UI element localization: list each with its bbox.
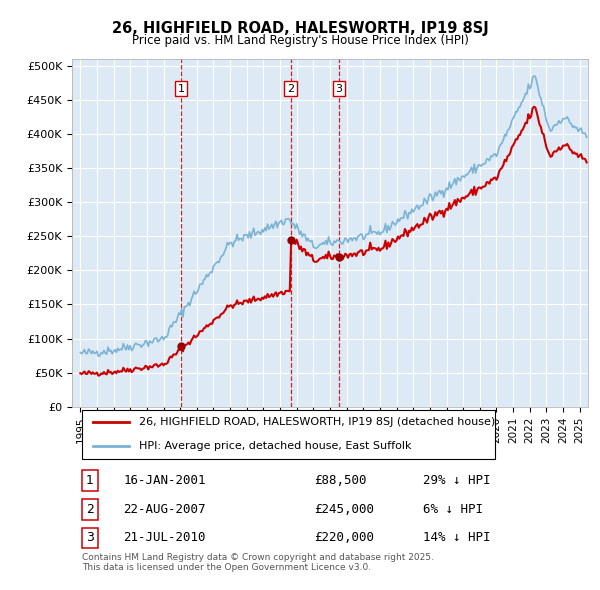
Text: £88,500: £88,500: [314, 474, 367, 487]
Text: Price paid vs. HM Land Registry's House Price Index (HPI): Price paid vs. HM Land Registry's House …: [131, 34, 469, 47]
Text: 26, HIGHFIELD ROAD, HALESWORTH, IP19 8SJ (detached house): 26, HIGHFIELD ROAD, HALESWORTH, IP19 8SJ…: [139, 417, 496, 427]
Text: £245,000: £245,000: [314, 503, 374, 516]
Text: HPI: Average price, detached house, East Suffolk: HPI: Average price, detached house, East…: [139, 441, 412, 451]
Text: 3: 3: [86, 532, 94, 545]
Text: 2: 2: [287, 84, 294, 94]
Text: 6% ↓ HPI: 6% ↓ HPI: [423, 503, 483, 516]
Text: 3: 3: [335, 84, 343, 94]
Text: 14% ↓ HPI: 14% ↓ HPI: [423, 532, 490, 545]
Text: 2: 2: [86, 503, 94, 516]
FancyBboxPatch shape: [82, 409, 495, 458]
Text: 22-AUG-2007: 22-AUG-2007: [124, 503, 206, 516]
Text: 26, HIGHFIELD ROAD, HALESWORTH, IP19 8SJ: 26, HIGHFIELD ROAD, HALESWORTH, IP19 8SJ: [112, 21, 488, 35]
Text: Contains HM Land Registry data © Crown copyright and database right 2025.
This d: Contains HM Land Registry data © Crown c…: [82, 553, 434, 572]
Text: 1: 1: [86, 474, 94, 487]
Text: 16-JAN-2001: 16-JAN-2001: [124, 474, 206, 487]
Text: £220,000: £220,000: [314, 532, 374, 545]
Text: 1: 1: [178, 84, 185, 94]
Text: 29% ↓ HPI: 29% ↓ HPI: [423, 474, 490, 487]
Text: 21-JUL-2010: 21-JUL-2010: [124, 532, 206, 545]
